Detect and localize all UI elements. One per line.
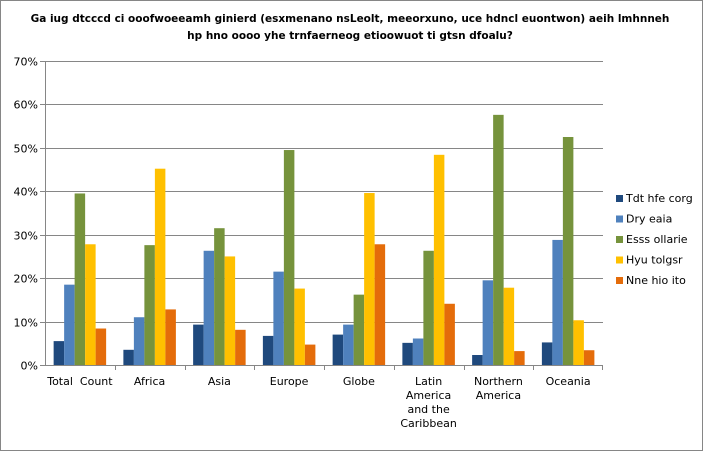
bar <box>503 287 515 365</box>
legend-swatch <box>616 195 623 202</box>
bar <box>332 334 344 365</box>
bar <box>95 328 107 365</box>
y-tick-label: 10% <box>14 317 38 330</box>
x-category-label: Asia <box>208 375 231 388</box>
bar <box>203 250 215 365</box>
legend-swatch <box>616 215 623 223</box>
x-category-label: Europe <box>270 375 309 388</box>
y-tick-label: 20% <box>14 273 38 286</box>
bar <box>514 351 525 365</box>
bar <box>573 320 584 365</box>
legend-swatch <box>616 256 623 264</box>
y-tick-label: 30% <box>14 230 38 243</box>
x-category-label: Caribbean <box>400 417 456 430</box>
y-tick-label: 40% <box>14 186 38 199</box>
bar <box>74 193 86 365</box>
bar <box>472 355 483 365</box>
bar <box>283 150 295 365</box>
bar <box>552 239 563 365</box>
bar <box>374 244 386 365</box>
bar <box>193 324 204 365</box>
bar <box>482 280 494 365</box>
chart-title-line-1: Ga iug dtcccd ci ooofwoeeamh ginierd (es… <box>30 13 670 25</box>
legend-swatch <box>616 277 623 284</box>
y-tick-label: 50% <box>14 143 38 156</box>
legend-label: Hyu tolgsr <box>626 254 683 267</box>
bar <box>353 294 365 365</box>
bar <box>235 329 246 365</box>
bar <box>53 341 65 365</box>
bar <box>154 168 166 365</box>
legend-label: Tdt hfe corg <box>625 192 693 205</box>
x-category-label: America <box>476 389 521 402</box>
x-category-label: Globe <box>343 375 375 388</box>
bar <box>214 228 225 365</box>
y-tick-label: 70% <box>14 56 38 69</box>
bar <box>402 342 413 365</box>
bar <box>583 350 595 365</box>
bar <box>262 335 274 365</box>
legend-label: Dry eaia <box>626 213 672 226</box>
bar <box>364 193 375 365</box>
x-category-label: Africa <box>134 375 165 388</box>
bar <box>85 244 96 365</box>
x-category-label: Oceania <box>546 375 591 388</box>
bar <box>343 324 354 365</box>
bar <box>304 344 316 365</box>
bar <box>133 317 145 365</box>
chart-title-line-2: hp hno oooo yhe trnfaerneog etioowuot ti… <box>187 30 513 42</box>
bar <box>123 349 134 365</box>
bar <box>64 284 75 365</box>
x-category-label: Total Count <box>46 375 113 388</box>
x-category-label: America <box>406 389 451 402</box>
bar <box>493 114 504 365</box>
bar <box>541 342 553 365</box>
bar <box>165 309 176 365</box>
bar <box>444 303 455 365</box>
x-category-label: and the <box>407 403 449 416</box>
legend-label: Esss ollarie <box>626 233 688 246</box>
bar <box>294 288 305 365</box>
bar <box>412 338 424 365</box>
chart-title: Ga iug dtcccd ci ooofwoeeamh ginierd (es… <box>20 11 680 45</box>
y-tick-label: 0% <box>21 360 38 373</box>
bar <box>144 245 155 365</box>
legend-swatch <box>616 236 623 243</box>
bar <box>562 137 574 365</box>
bar <box>224 256 236 365</box>
x-category-label: Latin <box>415 375 442 388</box>
legend-label: Nne hio ito <box>626 274 686 287</box>
bar <box>273 271 284 365</box>
bar <box>433 154 445 365</box>
y-tick-label: 60% <box>14 99 38 112</box>
bar <box>423 250 434 365</box>
x-category-label: Northern <box>474 375 523 388</box>
